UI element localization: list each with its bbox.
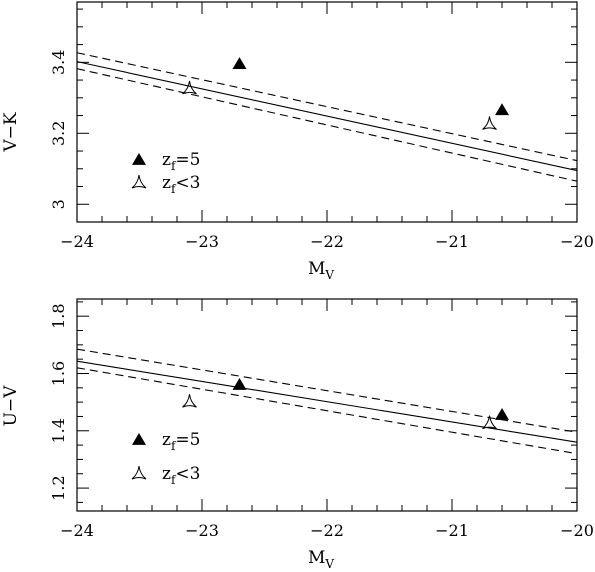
data-point-zf5	[495, 103, 509, 116]
x-tick-label: −24	[60, 521, 94, 540]
fit-line	[77, 360, 577, 443]
data-point-zf3	[482, 415, 497, 430]
legend-label: zf=5	[162, 150, 200, 173]
x-axis-label: MV	[308, 259, 334, 282]
y-tick-label: 3.2	[49, 121, 68, 146]
legend-marker-zf5	[132, 153, 146, 165]
panel-1: −24 −23 −22 −21 −20 3 3.2 3.4 MV V−K zf=5zf<3	[1, 1, 594, 282]
data-point-zf5	[232, 57, 247, 69]
x-tick-label: −20	[560, 521, 594, 540]
data-point-zf3	[182, 394, 197, 408]
legend-marker-zf3	[131, 465, 147, 480]
x-tick-label: −23	[185, 232, 219, 251]
plot-frame	[76, 298, 578, 512]
y-tick-label: 1.4	[49, 418, 68, 443]
legend-label: zf<3	[162, 173, 200, 196]
y-tick-label: 1.6	[49, 361, 68, 386]
data-point-zf5	[232, 377, 247, 390]
x-tick-label: −23	[185, 521, 219, 540]
legend-label: zf=5	[162, 430, 200, 453]
x-tick-label: −21	[435, 521, 469, 540]
y-tick-label: 3.4	[49, 50, 68, 75]
x-axis-label: MV	[308, 548, 334, 571]
x-tick-label: −20	[560, 232, 594, 251]
y-tick-label: 1.8	[49, 303, 68, 328]
dashed-band-line	[77, 367, 577, 455]
dashed-band-line	[77, 52, 577, 162]
y-tick-label: 1.2	[49, 475, 68, 500]
x-tick-label: −22	[310, 232, 344, 251]
data-point-zf3	[482, 116, 497, 130]
dashed-band-line	[77, 348, 577, 433]
x-tick-label: −24	[60, 232, 94, 251]
x-tick-label: −22	[310, 521, 344, 540]
fit-line	[77, 61, 577, 172]
dashed-band-line	[77, 68, 577, 182]
x-tick-label: −21	[435, 232, 469, 251]
legend-label: zf<3	[162, 464, 200, 487]
legend-marker-zf5	[132, 433, 146, 445]
data-point-zf3	[182, 80, 197, 95]
legend-marker-zf3	[131, 174, 147, 189]
panel-2: −24 −23 −22 −21 −20 1.2 1.4 1.6 1.8 MV U−V zf=5 zf<3	[1, 298, 594, 571]
y-tick-label: 3	[49, 199, 68, 209]
y-axis-label: U−V	[1, 385, 21, 427]
data-point-zf5	[495, 408, 509, 420]
y-axis-label: V−K	[1, 112, 21, 153]
